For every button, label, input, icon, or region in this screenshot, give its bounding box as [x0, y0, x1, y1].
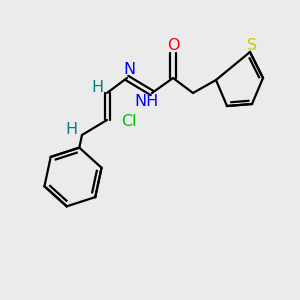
Text: O: O — [167, 38, 179, 53]
Text: N: N — [123, 61, 135, 76]
Text: H: H — [91, 80, 103, 94]
Text: S: S — [247, 38, 257, 52]
Text: H: H — [65, 122, 77, 137]
Text: NH: NH — [135, 94, 159, 110]
Text: Cl: Cl — [121, 115, 137, 130]
